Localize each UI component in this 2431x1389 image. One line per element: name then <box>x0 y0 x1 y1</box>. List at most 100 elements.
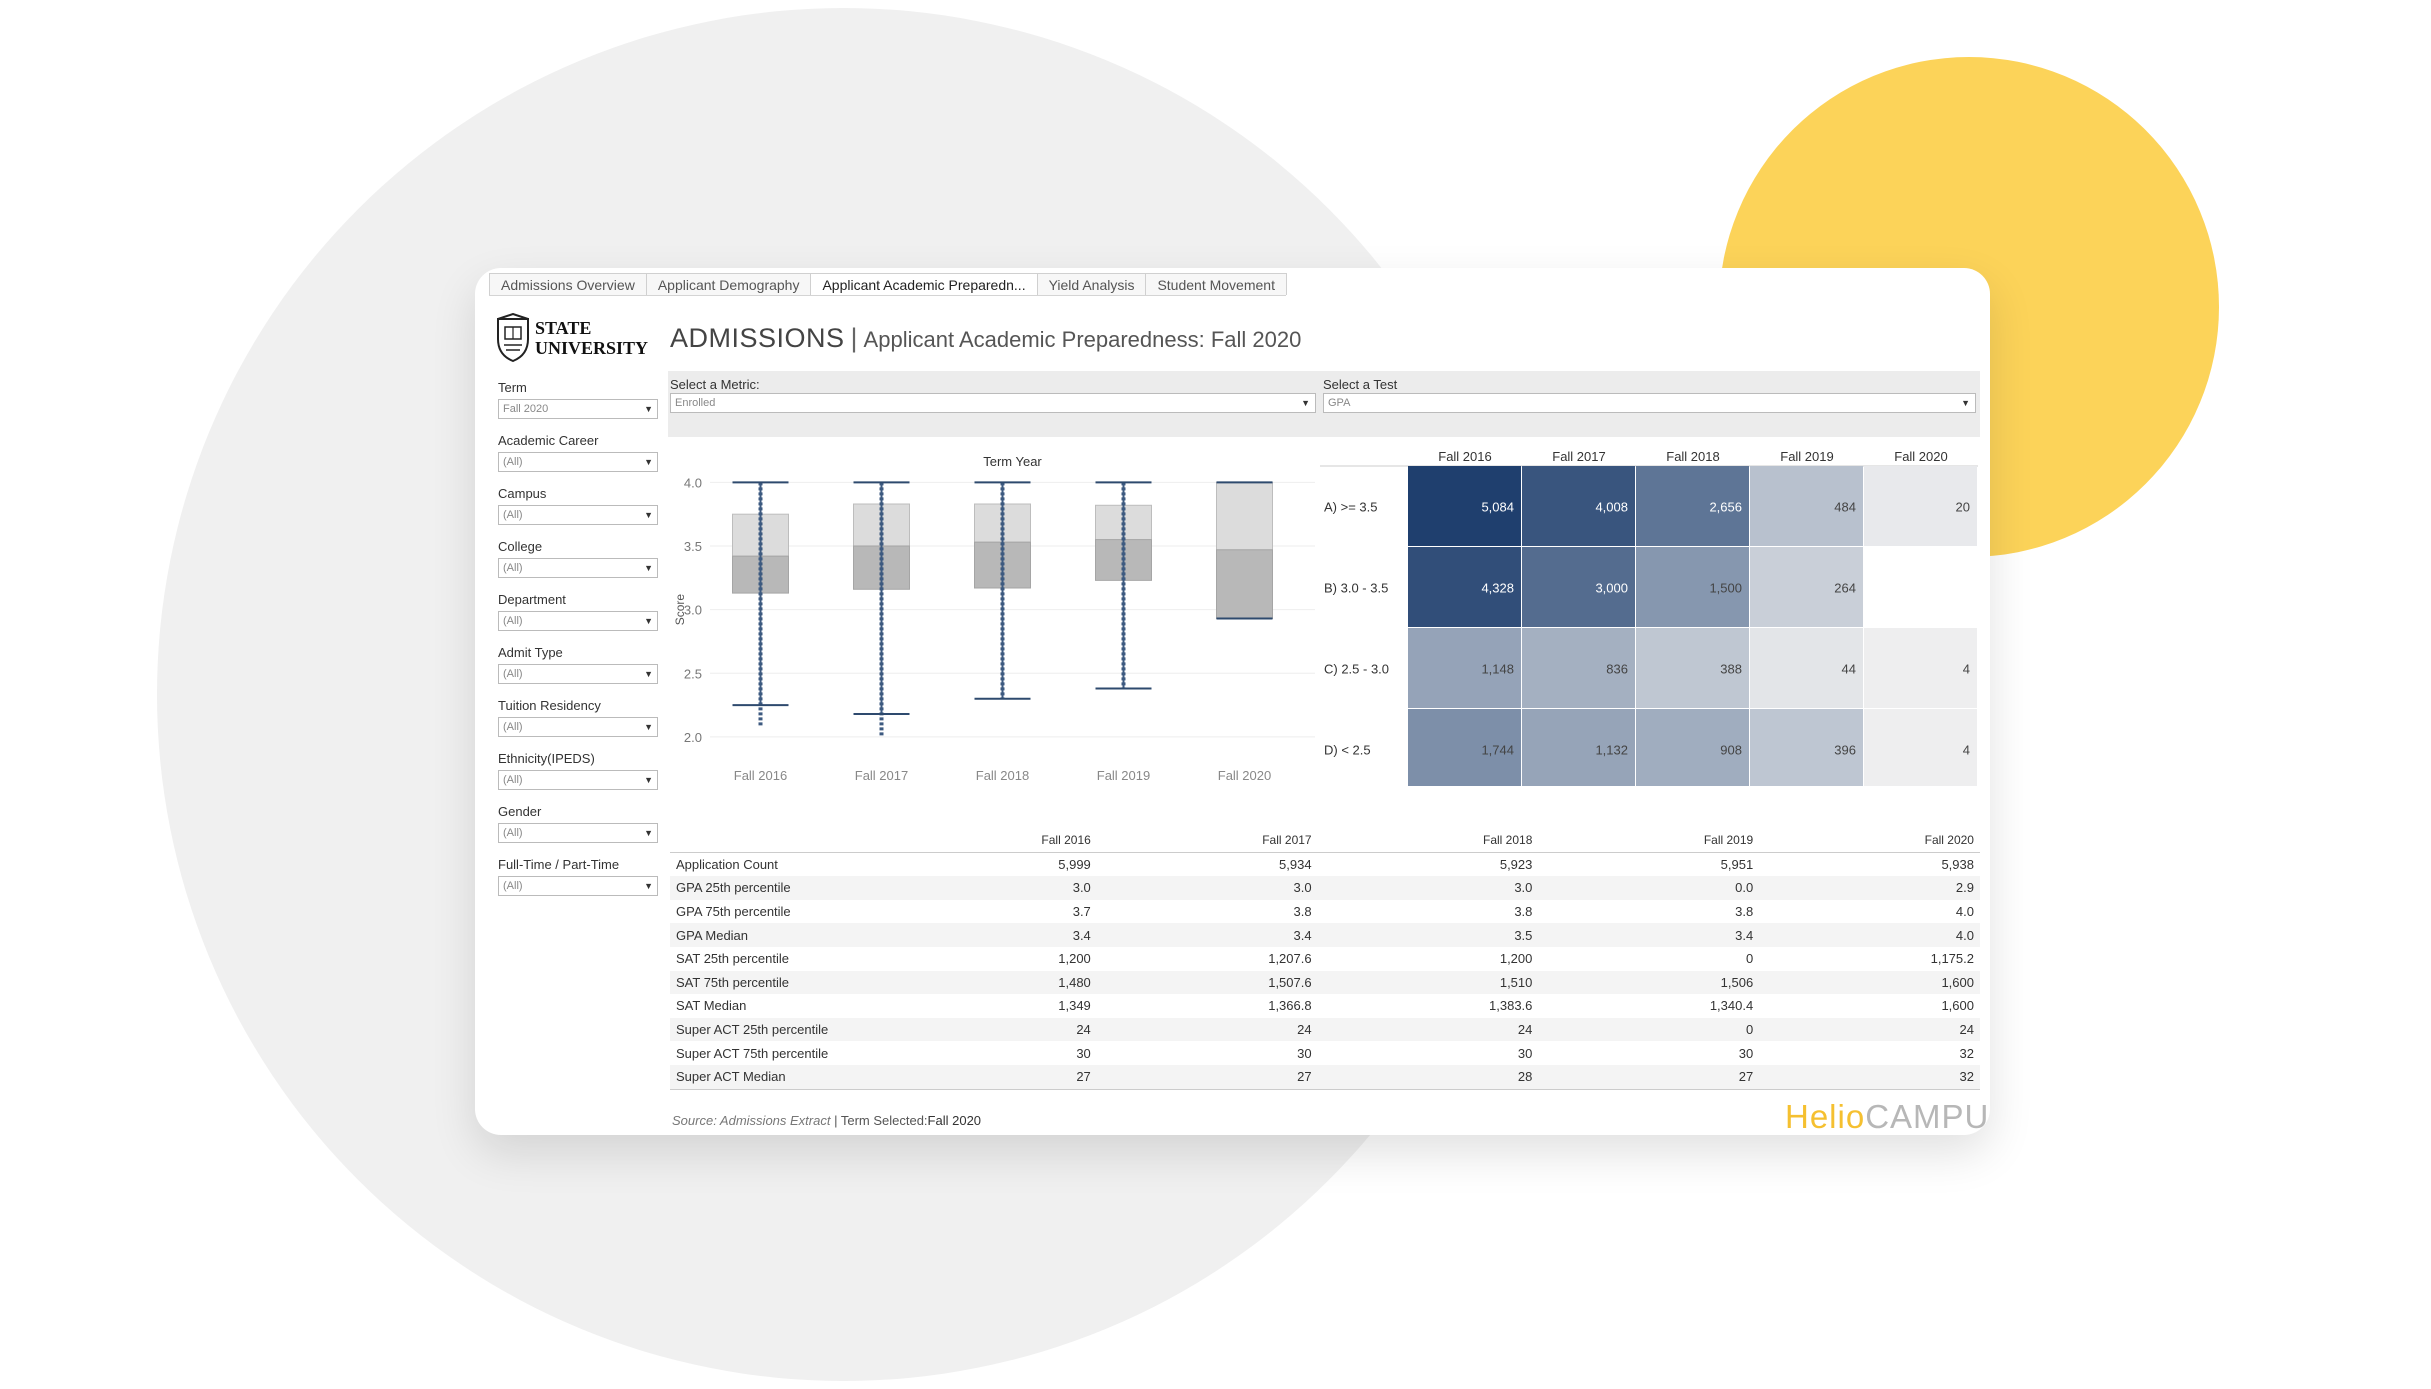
stats-cell: 1,366.8 <box>1268 998 1312 1014</box>
stats-cell: 28 <box>1517 1069 1533 1085</box>
filter-label: Admit Type <box>498 645 563 660</box>
filter-dropdown[interactable]: Fall 2020 ▼ <box>498 399 658 419</box>
dropdown-arrow-icon: ▼ <box>1301 398 1310 408</box>
chart-title: Term Year <box>983 454 1042 469</box>
metric-value: Enrolled <box>675 397 716 409</box>
stats-row-label: GPA 25th percentile <box>676 880 791 896</box>
brand-part-2: CAMPUS <box>1865 1098 1990 1135</box>
heatmap-cell <box>1408 709 1521 786</box>
filter-dropdown[interactable]: (All) ▼ <box>498 611 658 631</box>
stats-cell: 1,340.4 <box>1709 998 1754 1014</box>
heatmap-cell-label: 264 <box>1834 581 1856 596</box>
heatmap-cell <box>1522 628 1635 708</box>
heatmap-cell <box>1636 628 1749 708</box>
heatmap-cell-label: 484 <box>1834 500 1856 515</box>
filter-dropdown[interactable]: (All) ▼ <box>498 452 658 472</box>
dropdown-arrow-icon: ▼ <box>644 881 653 891</box>
heatmap-cell-label: 396 <box>1834 743 1856 758</box>
stats-cell: 30 <box>1297 1045 1312 1061</box>
heatmap-cell-label: 4 <box>1963 743 1970 758</box>
box-upper <box>1216 481 1273 551</box>
filter-department: Department (All) ▼ <box>498 592 658 631</box>
heatmap-cell <box>1522 709 1635 786</box>
stats-cell: 3.4 <box>1293 927 1312 943</box>
filter-dropdown[interactable]: (All) ▼ <box>498 770 658 790</box>
test-value: GPA <box>1328 397 1351 409</box>
heatmap-cell-label: 20 <box>1956 500 1970 515</box>
brand-part-1: Helio <box>1785 1098 1866 1135</box>
filter-dropdown[interactable]: (All) ▼ <box>498 823 658 843</box>
dropdown-arrow-icon: ▼ <box>644 563 653 573</box>
heatmap-column-header: Fall 2020 <box>1894 449 1947 464</box>
stats-cell: 1,207.6 <box>1268 951 1312 967</box>
filter-label: Campus <box>498 486 547 501</box>
tab-student-movement[interactable]: Student Movement <box>1145 273 1287 295</box>
footer-term-label: Term Selected: <box>840 1113 928 1128</box>
filter-value: (All) <box>503 509 523 521</box>
footer-source-text: Source: Admissions Extract <box>672 1113 831 1128</box>
stats-column-header: Fall 2017 <box>1262 832 1312 847</box>
test-dropdown[interactable]: GPA ▼ <box>1323 393 1976 413</box>
stats-cell: 24 <box>1297 1022 1312 1038</box>
filter-dropdown[interactable]: (All) ▼ <box>498 558 658 578</box>
filter-dropdown[interactable]: (All) ▼ <box>498 664 658 684</box>
heatmap-cell <box>1864 709 1977 786</box>
page-title: ADMISSIONS | Applicant Academic Preparedne… <box>670 323 1301 354</box>
filter-value: (All) <box>503 562 523 574</box>
heatmap-cell <box>1750 709 1863 786</box>
stats-cell: 0 <box>1745 1022 1754 1038</box>
dropdown-arrow-icon: ▼ <box>644 457 653 467</box>
heatmap-cell-label: 1,132 <box>1595 743 1628 758</box>
stats-cell: 1,480 <box>1058 974 1091 990</box>
heatmap-cell <box>1636 547 1749 627</box>
filter-sidebar: Term Fall 2020 ▼ Academic Career (All) ▼ Cam… <box>498 380 658 910</box>
title-separator: | <box>850 323 858 353</box>
table-row: Super ACT 25th percentile 24 24 24 0 24 <box>670 1017 1980 1042</box>
filter-term: Term Fall 2020 ▼ <box>498 380 658 419</box>
filter-value: (All) <box>503 774 523 786</box>
table-row: SAT 25th percentile 1,200 1,207.6 1,200 0 1,1… <box>670 947 1980 971</box>
filter-label: Term <box>498 380 527 395</box>
dashboard-window: Admissions Overview Applicant Demography… <box>475 268 1990 1135</box>
stats-cell: 1,600 <box>1941 998 1974 1014</box>
stats-cell: 3.8 <box>1293 904 1312 920</box>
tab-applicant-demography[interactable]: Applicant Demography <box>645 273 812 295</box>
stats-cell: 4.0 <box>1955 904 1974 920</box>
stats-row-label: Super ACT Median <box>676 1069 786 1085</box>
heatmap-cell <box>1636 709 1749 786</box>
tab-admissions-overview[interactable]: Admissions Overview <box>489 273 647 295</box>
filter-full-part-time: Full-Time / Part-Time (All) ▼ <box>498 857 658 896</box>
filter-dropdown[interactable]: (All) ▼ <box>498 505 658 525</box>
table-row: GPA Median 3.4 3.4 3.5 3.4 4.0 <box>670 923 1980 947</box>
heatmap-cell <box>1522 466 1635 546</box>
heliocampus-logo: HelioCAMPUS <box>1785 1098 1990 1135</box>
tab-applicant-academic-preparedness[interactable]: Applicant Academic Preparedn... <box>810 273 1038 295</box>
heatmap-cell-label: 4 <box>1963 662 1970 677</box>
stats-cell: 3.4 <box>1735 927 1754 943</box>
stats-column-header: Fall 2020 <box>1924 832 1974 847</box>
y-tick-label: 3.0 <box>684 603 702 618</box>
stats-row-label: GPA Median <box>676 927 749 943</box>
metric-dropdown[interactable]: Enrolled ▼ <box>670 393 1316 413</box>
parameter-bar: Select a Metric: Enrolled ▼ Select a Test… <box>668 371 1980 437</box>
stats-row-label: GPA 75th percentile <box>676 904 791 920</box>
heatmap-cell-label: 1,148 <box>1481 662 1514 677</box>
filter-value: (All) <box>503 880 523 892</box>
heatmap-cell <box>1864 628 1977 708</box>
tab-yield-analysis[interactable]: Yield Analysis <box>1036 273 1147 295</box>
filter-admit-type: Admit Type (All) ▼ <box>498 645 658 684</box>
stats-cell: 32 <box>1959 1069 1974 1085</box>
filter-label: Ethnicity(IPEDS) <box>498 751 595 766</box>
metric-label: Select a Metric: <box>670 377 760 392</box>
stats-cell: 27 <box>1076 1069 1091 1085</box>
x-tick-label: Fall 2017 <box>855 768 908 783</box>
test-label: Select a Test <box>1323 377 1398 392</box>
stats-header-row: Fall 2016 Fall 2017 Fall 2018 Fall 2019 Fall… <box>670 828 1980 853</box>
dropdown-arrow-icon: ▼ <box>1961 398 1970 408</box>
dropdown-arrow-icon: ▼ <box>644 669 653 679</box>
filter-dropdown[interactable]: (All) ▼ <box>498 717 658 737</box>
filter-dropdown[interactable]: (All) ▼ <box>498 876 658 896</box>
heatmap-column-header: Fall 2018 <box>1666 449 1719 464</box>
heatmap-cell <box>1864 547 1977 627</box>
table-row: GPA 75th percentile 3.7 3.8 3.8 3.8 4.0 <box>670 900 1980 924</box>
